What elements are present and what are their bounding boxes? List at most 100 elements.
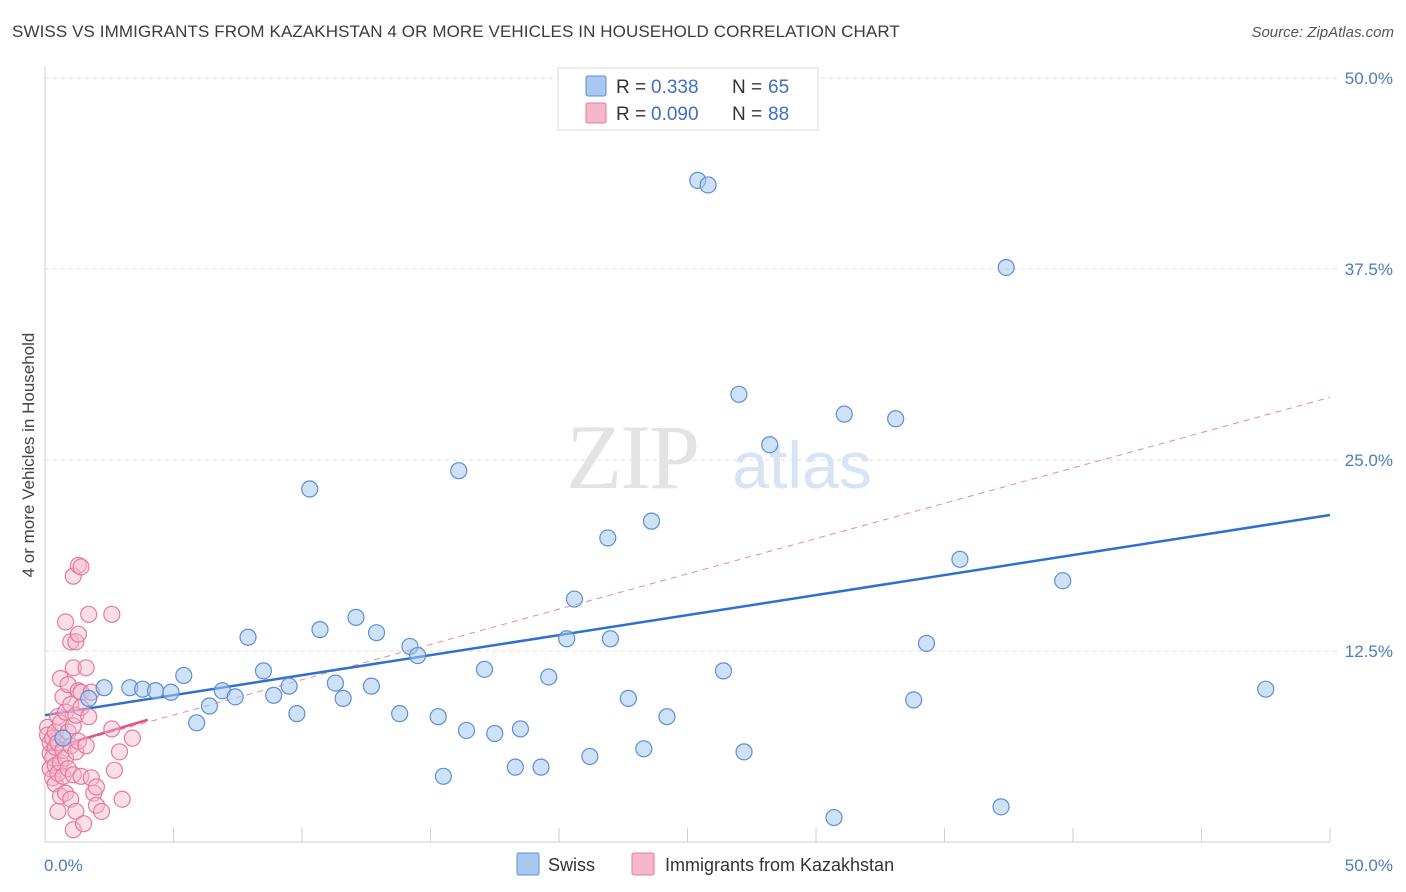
kazakhstan-point: [92, 802, 111, 821]
watermark-atlas: atlas: [732, 428, 871, 502]
swiss-trend-line: [44, 513, 1331, 717]
kazakhstan-point: [72, 558, 90, 576]
swiss-point: [54, 729, 72, 747]
legend-n-value-swiss: 65: [768, 77, 789, 98]
swiss-point: [917, 634, 936, 652]
kazakhstan-point: [80, 708, 98, 726]
swiss-point: [735, 743, 753, 761]
kazakhstan-point: [77, 737, 95, 755]
bottom-legend-swatch-kazakhstan: [631, 852, 655, 876]
swiss-point: [146, 682, 165, 700]
kazakhstan-point: [59, 676, 77, 694]
kazakhstan-point: [123, 729, 141, 747]
legend-swatch-swiss: [585, 75, 607, 97]
swiss-point: [265, 686, 283, 704]
y-tick-labels: 12.5% 25.0% 37.5% 50.0%: [1345, 69, 1393, 661]
swiss-point: [714, 662, 733, 680]
swiss-point: [511, 720, 530, 738]
swiss-point: [699, 176, 717, 194]
axes: [44, 66, 1331, 843]
legend-r-label-swiss: R =: [616, 77, 646, 98]
y-tick-label: 25.0%: [1345, 451, 1393, 470]
swiss-point: [558, 630, 576, 648]
kazakhstan-point: [62, 695, 80, 714]
chart-title: SWISS VS IMMIGRANTS FROM KAZAKHSTAN 4 OR…: [12, 22, 900, 41]
x-tick-labels: 0.0% 50.0%: [44, 856, 1393, 875]
swiss-point: [730, 385, 748, 403]
swiss-point: [362, 677, 380, 695]
kazakhstan-point: [74, 815, 93, 833]
kazakhstan-point: [87, 778, 106, 796]
swiss-point: [429, 708, 447, 726]
x-tick-label: 50.0%: [1345, 856, 1393, 875]
x-tick-label: 0.0%: [44, 856, 83, 875]
swiss-point: [301, 480, 319, 498]
kazakhstan-point: [64, 659, 82, 677]
swiss-point: [239, 628, 257, 646]
swiss-point: [311, 621, 329, 639]
swiss-point: [200, 697, 219, 715]
kazakhstan-point: [110, 743, 129, 761]
swiss-point: [532, 758, 550, 776]
swiss-point: [391, 705, 409, 723]
swiss-point: [409, 646, 427, 665]
legend-n-label-swiss: N =: [732, 77, 762, 98]
bottom-legend-label-swiss: Swiss: [548, 855, 595, 875]
swiss-point: [565, 590, 584, 608]
swiss-point: [761, 436, 779, 454]
chart-source: Source: ZipAtlas.com: [1251, 24, 1394, 41]
kazakhstan-point: [67, 802, 85, 821]
kazakhstan-point: [105, 761, 123, 779]
legend-n-label-kazakhstan: N =: [732, 104, 762, 125]
swiss-point: [162, 683, 180, 701]
kazakhstan-point: [69, 625, 88, 643]
swiss-point: [835, 405, 853, 423]
swiss-point: [347, 608, 365, 626]
kazakhstan-point: [56, 613, 75, 631]
swiss-point: [80, 689, 98, 707]
swiss-point: [997, 258, 1015, 277]
y-tick-label: 50.0%: [1345, 69, 1393, 88]
legend-top: R = 0.338 N = 65 R = 0.090 N = 88: [557, 67, 819, 131]
kazakhstan-point: [67, 743, 85, 761]
swiss-point: [825, 808, 843, 827]
swiss-point: [658, 708, 676, 726]
kazakhstan-trend-dashed: [44, 396, 1331, 751]
swiss-point: [1054, 572, 1072, 590]
swiss-point: [887, 410, 905, 428]
swiss-point: [95, 679, 113, 697]
swiss-point: [1257, 680, 1275, 698]
swiss-point: [581, 747, 599, 766]
swiss-point: [486, 724, 504, 743]
kazakhstan-point: [64, 821, 82, 839]
legend-bottom: Swiss Immigrants from Kazakhstan: [516, 852, 894, 876]
swiss-point: [905, 691, 923, 709]
y-tick-label: 12.5%: [1345, 642, 1393, 661]
watermark-zip: ZIP: [566, 406, 698, 508]
swiss-point: [367, 624, 386, 642]
swiss-point: [635, 740, 653, 758]
bottom-legend-label-kazakhstan: Immigrants from Kazakhstan: [665, 855, 894, 875]
swiss-point: [601, 630, 620, 648]
kazakhstan-point: [103, 720, 121, 738]
swiss-point: [540, 668, 558, 686]
swiss-point: [254, 662, 273, 680]
kazakhstan-point: [51, 787, 70, 805]
swiss-point: [450, 462, 468, 480]
swiss-point: [506, 758, 524, 776]
kazakhstan-point: [77, 659, 95, 677]
swiss-point: [434, 767, 452, 785]
kazakhstan-points: [38, 556, 141, 839]
swiss-point: [992, 798, 1010, 816]
legend-r-value-swiss: 0.338: [651, 77, 699, 98]
swiss-point: [475, 660, 494, 678]
legend-swatch-kazakhstan: [585, 102, 607, 124]
swiss-point: [619, 689, 637, 707]
swiss-point: [326, 674, 345, 692]
swiss-point: [951, 550, 969, 568]
swiss-point: [334, 689, 352, 707]
grid-lines: [45, 77, 1338, 652]
legend-n-value-kazakhstan: 88: [768, 104, 789, 125]
bottom-legend-swatch-swiss: [516, 852, 540, 876]
legend-r-value-kazakhstan: 0.090: [651, 104, 699, 125]
